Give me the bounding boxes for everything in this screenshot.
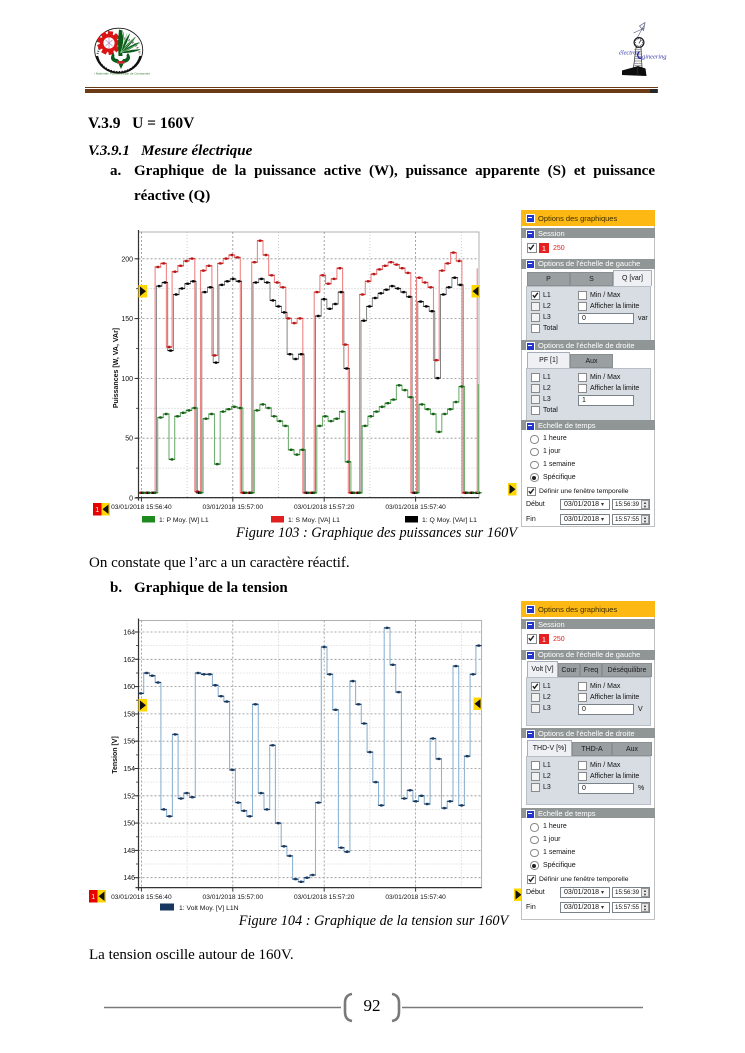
svg-text:1: 1	[91, 894, 95, 901]
svg-text:100: 100	[121, 376, 133, 383]
svg-text:150: 150	[121, 316, 133, 323]
svg-text:160: 160	[123, 684, 135, 691]
svg-text:162: 162	[123, 657, 135, 664]
svg-text:1: 1	[95, 507, 99, 514]
svg-text:03/01/2018 15:56:40: 03/01/2018 15:56:40	[111, 894, 172, 901]
svg-text:03/01/2018 15:57:00: 03/01/2018 15:57:00	[203, 504, 264, 511]
svg-text:150: 150	[123, 821, 135, 828]
svg-text:50: 50	[125, 436, 133, 443]
svg-text:158: 158	[123, 711, 135, 718]
svg-text:03/01/2018 15:57:20: 03/01/2018 15:57:20	[294, 504, 355, 511]
svg-text:1: Q Moy. [VAr] L1: 1: Q Moy. [VAr] L1	[422, 517, 477, 524]
svg-text:03/01/2018 15:57:40: 03/01/2018 15:57:40	[385, 894, 446, 901]
svg-text:1: Volt Moy. [V] L1N: 1: Volt Moy. [V] L1N	[179, 905, 239, 912]
svg-text:03/01/2018 15:56:40: 03/01/2018 15:56:40	[111, 504, 172, 511]
svg-text:146: 146	[123, 875, 135, 882]
svg-text:156: 156	[123, 739, 135, 746]
svg-text:1: S Moy. [VA] L1: 1: S Moy. [VA] L1	[288, 517, 340, 524]
svg-text:Ecole Nationale Polytechnique: Ecole Nationale Polytechnique de Constan…	[94, 72, 150, 76]
svg-text:1: P Moy. [W] L1: 1: P Moy. [W] L1	[159, 517, 209, 524]
svg-text:0: 0	[129, 496, 133, 503]
svg-text:164: 164	[123, 630, 135, 637]
svg-text:Tension [V]: Tension [V]	[112, 736, 119, 774]
svg-text:gineering: gineering	[642, 54, 667, 61]
svg-text:électro: électro	[619, 50, 637, 57]
svg-text:03/01/2018 15:57:20: 03/01/2018 15:57:20	[294, 894, 355, 901]
svg-text:Puissances [W, VA, VAr]: Puissances [W, VA, VAr]	[113, 328, 120, 408]
svg-text:154: 154	[123, 766, 135, 773]
svg-text:148: 148	[123, 848, 135, 855]
svg-text:03/01/2018 15:57:00: 03/01/2018 15:57:00	[203, 894, 264, 901]
svg-text:152: 152	[123, 793, 135, 800]
svg-text:03/01/2018 15:57:40: 03/01/2018 15:57:40	[385, 504, 446, 511]
svg-text:200: 200	[121, 256, 133, 263]
